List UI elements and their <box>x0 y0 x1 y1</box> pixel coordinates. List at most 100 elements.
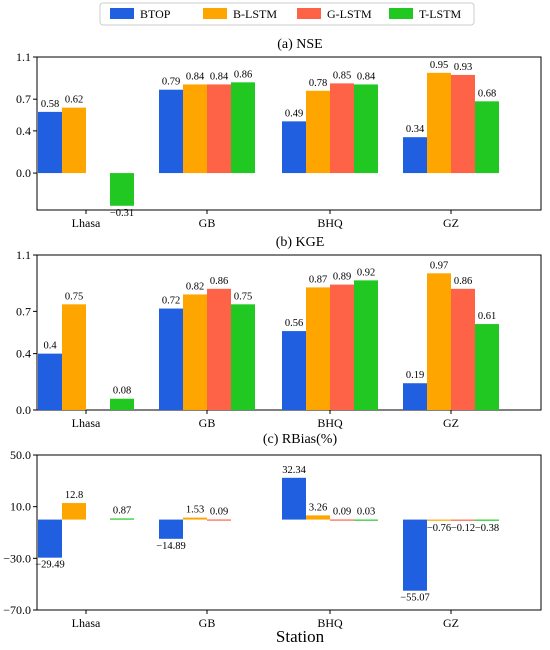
x-tick-label: GZ <box>443 416 459 430</box>
x-tick-label: BHQ <box>317 616 343 630</box>
bar-b-lstm <box>427 519 451 521</box>
legend-label-btop: BTOP <box>140 7 171 21</box>
data-label: 0.85 <box>333 70 351 81</box>
data-label: −0.31 <box>110 208 134 219</box>
data-label: 0.49 <box>285 108 303 119</box>
data-label: 0.97 <box>430 260 448 271</box>
bar-g-lstm <box>207 288 231 410</box>
bar-btop <box>282 331 306 410</box>
data-label: 0.87 <box>113 505 131 516</box>
y-tick-label: 0.4 <box>16 124 31 138</box>
bar-t-lstm <box>354 519 378 521</box>
data-label: 0.84 <box>210 71 229 82</box>
data-label: 0.09 <box>210 506 228 517</box>
y-tick-label: 1.1 <box>16 50 31 64</box>
plot-frame <box>36 56 542 211</box>
bar-g-lstm <box>207 519 231 521</box>
bar-btop <box>159 519 183 539</box>
x-tick-label: BHQ <box>317 416 343 430</box>
bar-g-lstm <box>330 519 354 521</box>
panel-title-nse: (a) NSE <box>277 37 323 52</box>
bar-t-lstm <box>110 518 134 520</box>
panel-kge: 1.1 0.7 0.4 0.0 Lhasa GB BHQ GZ 0.4 0.72 0.56 0.19 0… <box>16 248 542 430</box>
y-tick-label: 0.0 <box>16 403 31 417</box>
data-label: 0.79 <box>162 77 180 88</box>
bar-g-lstm <box>330 284 354 410</box>
data-label: 0.08 <box>113 386 131 397</box>
x-tick-label: Lhasa <box>72 416 101 430</box>
bar-btop <box>38 519 62 558</box>
bar-b-lstm <box>62 107 86 174</box>
y-tick-label: −70.0 <box>3 603 31 617</box>
legend-swatch-t-lstm <box>389 8 413 19</box>
x-axis-title: Station <box>276 627 325 646</box>
bar-g-lstm <box>451 288 475 410</box>
data-label: 0.56 <box>285 318 303 329</box>
bar-b-lstm <box>183 517 207 520</box>
y-tick-label: 1.1 <box>16 248 31 262</box>
x-tick-label: Lhasa <box>72 616 101 630</box>
bar-b-lstm <box>183 294 207 410</box>
data-label: −29.49 <box>35 560 65 571</box>
data-label: 0.87 <box>309 274 327 285</box>
data-label: 12.8 <box>65 490 83 501</box>
panel-rbias: 50.0 10.0 −30.0 −70.0 Lhasa GB BHQ GZ −29.49 −14.… <box>3 448 542 630</box>
data-label: 32.34 <box>282 465 306 476</box>
y-tick-label: 50.0 <box>10 448 31 462</box>
bar-t-lstm <box>475 101 499 174</box>
y-tick-label: −30.0 <box>3 551 31 565</box>
bar-b-lstm <box>62 503 86 520</box>
panel-title-rbias: (c) RBias(%) <box>263 432 338 447</box>
data-label: 0.62 <box>65 95 83 106</box>
x-tick-label: Lhasa <box>72 216 101 230</box>
panel-nse: 1.1 0.7 0.4 0.0 Lhasa GB BHQ GZ 0.58 0.79 0.49 0.34… <box>16 50 542 230</box>
y-tick-label: 0.4 <box>16 347 31 361</box>
bar-btop <box>403 137 427 174</box>
x-tick-label: BHQ <box>317 216 343 230</box>
bar-t-lstm <box>231 82 255 174</box>
data-label: 0.34 <box>406 124 425 135</box>
bar-b-lstm <box>427 72 451 174</box>
data-label: 0.86 <box>234 69 252 80</box>
bar-b-lstm <box>62 304 86 410</box>
data-label: 0.86 <box>454 276 472 287</box>
data-label: 0.03 <box>357 507 375 518</box>
data-label: 0.09 <box>333 506 351 517</box>
data-label: 0.4 <box>43 341 57 352</box>
data-label: 0.61 <box>478 311 496 322</box>
data-label: 0.93 <box>454 62 472 73</box>
data-label: 0.84 <box>357 71 376 82</box>
y-tick-label: 10.0 <box>10 500 31 514</box>
bar-t-lstm <box>475 519 499 521</box>
bar-b-lstm <box>306 90 330 174</box>
bar-btop <box>282 121 306 174</box>
y-tick-label: 0.7 <box>16 92 31 106</box>
data-label: 0.78 <box>309 78 327 89</box>
data-label: 0.92 <box>357 267 375 278</box>
data-label: 0.75 <box>65 291 83 302</box>
x-tick-label: GZ <box>443 616 459 630</box>
bar-g-lstm <box>330 83 354 174</box>
bar-t-lstm <box>354 84 378 174</box>
legend-swatch-g-lstm <box>297 8 321 19</box>
panel-title-kge: (b) KGE <box>276 235 325 250</box>
data-label: 0.95 <box>430 60 448 71</box>
bar-b-lstm <box>183 84 207 174</box>
bar-t-lstm <box>231 304 255 410</box>
bar-t-lstm <box>110 398 134 410</box>
data-label: 3.26 <box>309 502 327 513</box>
bar-t-lstm <box>354 280 378 410</box>
data-label: 0.89 <box>333 272 351 283</box>
bar-g-lstm <box>451 519 475 521</box>
legend-swatch-b-lstm <box>203 8 227 19</box>
data-label: −0.38 <box>475 523 499 534</box>
bar-t-lstm <box>110 173 134 206</box>
data-label: 0.68 <box>478 88 496 99</box>
bar-btop <box>282 477 306 520</box>
legend: BTOP B-LSTM G-LSTM T-LSTM <box>99 2 475 26</box>
data-label: −0.76 <box>427 523 451 534</box>
bar-g-lstm <box>207 84 231 174</box>
x-tick-label: GB <box>199 616 216 630</box>
bar-t-lstm <box>475 324 499 410</box>
